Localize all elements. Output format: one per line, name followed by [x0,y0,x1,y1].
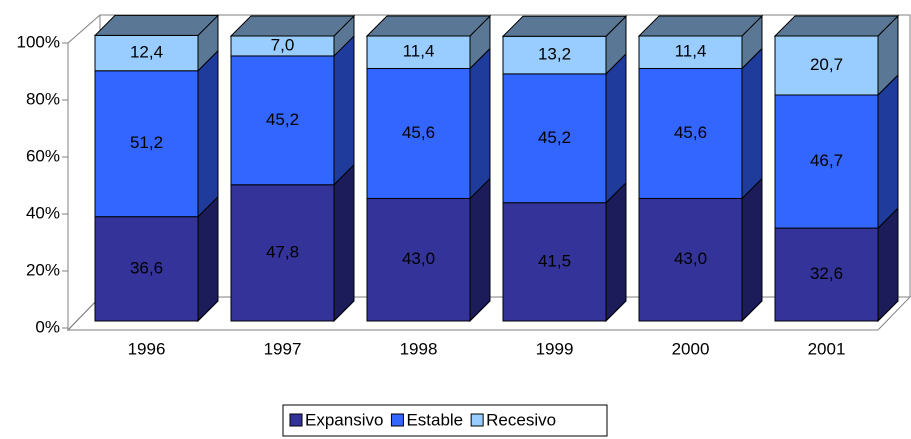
data-label: 45,2 [538,128,571,147]
x-tick-label: 2000 [672,339,710,358]
data-label: 43,0 [674,249,707,268]
legend-swatch [470,413,484,427]
data-label: 45,6 [402,123,435,142]
bar-segment [774,94,879,229]
data-label: 11,4 [675,42,707,61]
data-label: 41,5 [538,251,571,270]
bar-side [333,34,355,186]
bar-top [501,15,628,37]
data-label: 43,0 [402,249,435,268]
bar-segment [230,184,335,322]
bar-segment [366,67,471,199]
bar-segment [638,67,743,199]
bar-side [469,177,491,323]
bar-side [605,52,627,204]
data-label: 45,2 [266,110,299,129]
x-tick-label: 1996 [128,339,166,358]
data-label: 11,4 [403,42,435,61]
x-tick-label: 1997 [264,339,302,358]
bar-top [637,15,764,37]
data-label: 7,0 [271,35,295,54]
y-tick-label: 80% [26,89,60,108]
bar-top [93,14,220,36]
legend-label: Recesivo [486,410,556,429]
legend-swatch [390,413,404,427]
legend-label: Estable [406,410,463,429]
bar-top [773,15,900,37]
bar-segment [638,35,743,69]
x-tick-label: 1998 [400,339,438,358]
bar-side [333,163,355,323]
bar-side [197,195,219,323]
y-tick-label: 100% [17,32,60,51]
bar-segment [94,34,199,72]
data-label: 45,6 [674,123,707,142]
y-tick-label: 0% [35,317,60,336]
legend-label: Expansivo [305,410,383,429]
bar-segment [366,35,471,69]
bar-segment [502,202,607,322]
bar-segment [230,55,335,186]
bar-top [229,15,356,37]
data-label: 51,2 [130,133,163,152]
data-label: 47,8 [266,242,299,261]
data-label: 32,6 [810,264,843,283]
x-tick-label: 2001 [808,339,846,358]
bar-side [605,181,627,323]
data-label: 13,2 [538,45,571,64]
bar-segment [94,216,199,322]
bar-side [877,73,899,230]
legend-box [282,404,608,437]
data-label: 12,4 [130,43,163,62]
data-label: 36,6 [130,258,163,277]
bar-side [197,49,219,218]
x-tick-label: 1999 [536,339,574,358]
bar-top [365,15,492,37]
bar-segment [502,73,607,204]
floor [66,296,911,331]
y-tick-label: 20% [26,260,60,279]
y-tick-label: 40% [26,203,60,222]
bar-side [741,177,763,323]
bar-side [741,47,763,200]
bar-side [469,47,491,200]
legend-swatch [289,413,303,427]
data-label: 20,7 [810,55,843,74]
data-label: 46,7 [810,151,843,170]
bar-segment [94,70,199,218]
y-tick-label: 60% [26,146,60,165]
